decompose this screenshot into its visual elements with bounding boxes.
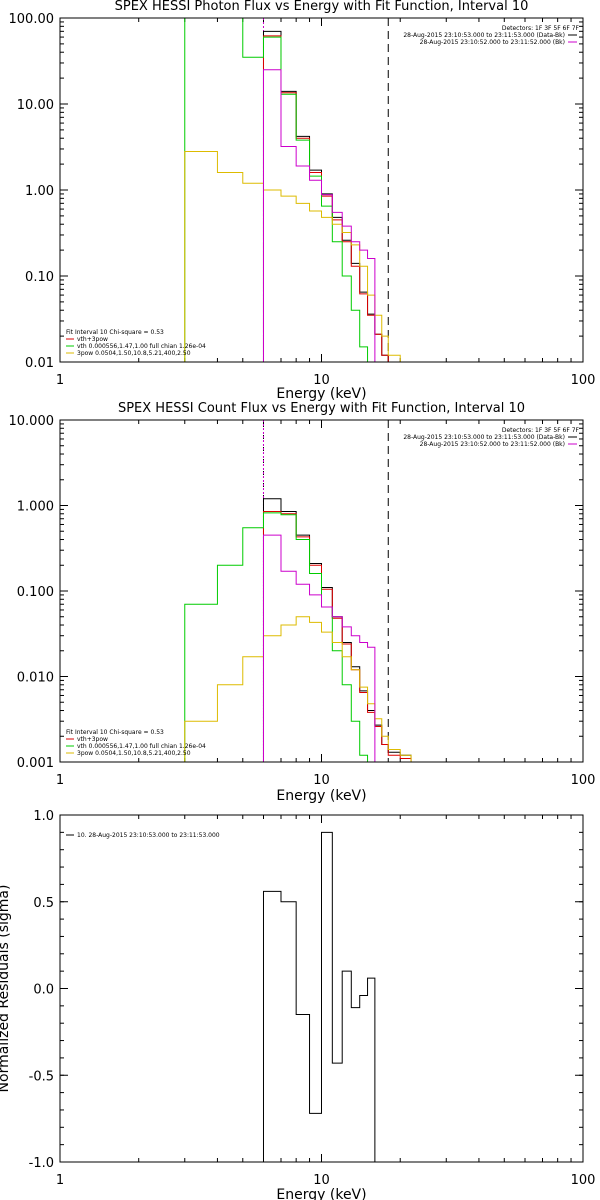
series-line [262, 511, 412, 762]
plot-frame [59, 814, 584, 1163]
plot-frame [59, 17, 584, 363]
y-tick-label: 1.0 [33, 809, 54, 824]
legend-entry: Fit Interval 10 Chi-square = 0.53 [66, 329, 164, 336]
series-line [262, 534, 376, 762]
plot-frame [59, 419, 584, 763]
time-range-label: 28-Aug-2015 23:10:53.000 to 23:11:53.000… [403, 32, 565, 39]
x-tick-label: 10 [313, 373, 330, 388]
legend-entry: vth+3pow [77, 336, 108, 343]
y-tick-label: 0.0 [33, 983, 54, 998]
y-tick-label: -1.0 [29, 1156, 54, 1171]
y-tick-label: 0.100 [17, 585, 54, 600]
series-line [262, 831, 376, 1162]
y-tick-label: 0.5 [33, 896, 54, 911]
series-line [262, 35, 389, 362]
legend-entry: 10. 28-Aug-2015 23:10:53.000 to 23:11:53… [77, 832, 220, 839]
y-tick-label: 0.01 [25, 356, 54, 371]
x-tick-label: 10 [313, 773, 330, 788]
x-tick-label: 1 [56, 1173, 64, 1188]
series-line [262, 30, 389, 362]
detectors-label: Detectors: 1F 3F 5F 6F 7F [502, 25, 580, 32]
y-tick-label: -0.5 [29, 1069, 54, 1084]
time-range-label: 28-Aug-2015 23:10:53.000 to 23:11:53.000… [403, 434, 565, 441]
time-range-label: 28-Aug-2015 23:10:52.000 to 23:11:52.000… [420, 441, 565, 448]
chart-panel-2 [59, 419, 584, 763]
chart-title: SPEX HESSI Photon Flux vs Energy with Fi… [115, 0, 529, 14]
x-axis-label: Energy (keV) [276, 788, 366, 804]
series-line [184, 18, 369, 362]
chart-panel-3 [59, 814, 584, 1163]
legend-entry: vth+3pow [77, 736, 108, 743]
series-line [184, 151, 401, 362]
x-tick-label: 10 [313, 1173, 330, 1188]
detectors-label: Detectors: 1F 3F 5F 6F 7F [502, 427, 580, 434]
y-axis-label: Normalized Residuals (sigma) [0, 885, 12, 1093]
series-line [184, 616, 412, 762]
legend-entry: 3pow 0.0504,1.50,10.8,5.21,400,2.50 [77, 750, 191, 757]
y-tick-label: 0.010 [17, 671, 54, 686]
x-axis-label: Energy (keV) [276, 1187, 366, 1200]
y-tick-label: 100.00 [9, 12, 55, 27]
x-axis-label: Energy (keV) [276, 386, 366, 402]
y-tick-label: 10.00 [17, 98, 54, 113]
time-range-label: 28-Aug-2015 23:10:52.000 to 23:11:52.000… [420, 39, 565, 46]
y-tick-label: 1.000 [17, 500, 54, 515]
x-tick-label: 1 [56, 773, 64, 788]
legend-entry: vth 0.000556,1.47,1.00 full chian 1.26e-… [77, 343, 206, 350]
y-tick-label: 10.000 [9, 414, 55, 429]
series-line [262, 498, 412, 762]
legend-entry: vth 0.000556,1.47,1.00 full chian 1.26e-… [77, 743, 206, 750]
x-tick-label: 100 [571, 773, 596, 788]
series-line [184, 512, 369, 762]
y-tick-label: 1.00 [25, 184, 54, 199]
x-tick-label: 1 [56, 373, 64, 388]
legend-entry: Fit Interval 10 Chi-square = 0.53 [66, 729, 164, 736]
chart-title: SPEX HESSI Count Flux vs Energy with Fit… [118, 401, 525, 416]
x-tick-label: 100 [571, 373, 596, 388]
legend-entry: 3pow 0.0504,1.50,10.8,5.21,400,2.50 [77, 350, 191, 357]
y-tick-label: 0.001 [17, 756, 54, 771]
x-tick-label: 100 [571, 1173, 596, 1188]
chart-panel-1 [59, 17, 584, 363]
series-line [262, 69, 376, 362]
y-tick-label: 0.10 [25, 270, 54, 285]
